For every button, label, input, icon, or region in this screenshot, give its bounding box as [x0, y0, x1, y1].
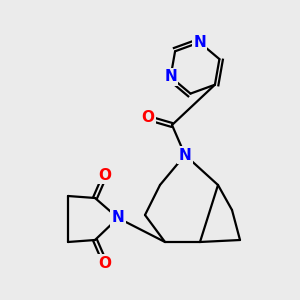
Text: O: O — [98, 167, 112, 182]
Text: O: O — [142, 110, 154, 125]
Text: O: O — [98, 256, 112, 271]
Text: N: N — [164, 69, 177, 84]
Text: N: N — [178, 148, 191, 163]
Text: N: N — [112, 211, 124, 226]
Text: N: N — [193, 35, 206, 50]
